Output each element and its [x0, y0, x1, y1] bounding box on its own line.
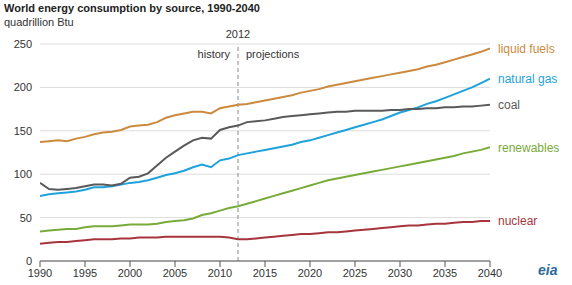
svg-text:history: history	[198, 48, 231, 60]
svg-text:2020: 2020	[298, 267, 322, 279]
html-text:quadrillion Btu: quadrillion Btu	[4, 16, 74, 28]
svg-text:nuclear: nuclear	[498, 214, 537, 228]
svg-text:150: 150	[14, 125, 32, 137]
svg-text:250: 250	[14, 38, 32, 50]
svg-text:renewables: renewables	[498, 141, 559, 155]
svg-text:0: 0	[26, 255, 32, 267]
svg-text:projections: projections	[246, 48, 300, 60]
svg-text:2030: 2030	[388, 267, 412, 279]
svg-text:2040: 2040	[478, 267, 502, 279]
svg-text:2015: 2015	[253, 267, 277, 279]
html-text:eia: eia	[538, 262, 558, 278]
svg-text:2025: 2025	[343, 267, 367, 279]
svg-text:100: 100	[14, 168, 32, 180]
svg-text:coal: coal	[498, 98, 520, 112]
svg-text:2012: 2012	[226, 28, 250, 40]
svg-text:2000: 2000	[118, 267, 142, 279]
svg-text:1990: 1990	[28, 267, 52, 279]
svg-text:natural gas: natural gas	[498, 72, 557, 86]
svg-text:2010: 2010	[208, 267, 232, 279]
svg-text:2005: 2005	[163, 267, 187, 279]
html-text:World energy consumption by so: World energy consumption by source, 1990…	[4, 2, 260, 14]
svg-text:liquid fuels: liquid fuels	[498, 42, 555, 56]
svg-text:1995: 1995	[73, 267, 97, 279]
svg-text:50: 50	[20, 212, 32, 224]
svg-text:200: 200	[14, 81, 32, 93]
svg-text:2035: 2035	[433, 267, 457, 279]
